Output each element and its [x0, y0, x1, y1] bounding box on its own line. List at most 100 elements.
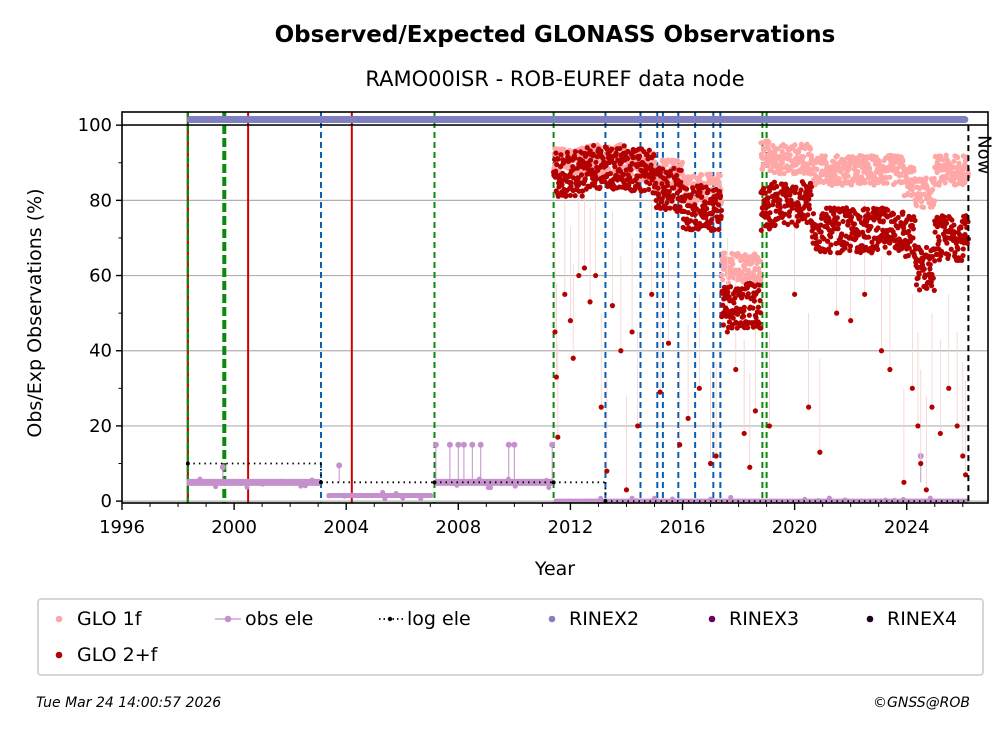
glo-2f-point — [609, 303, 616, 309]
glo-2f-point — [697, 189, 703, 195]
glo-2f-point — [757, 310, 764, 316]
obs-ele-point — [481, 479, 487, 485]
glo-2f-point — [786, 209, 793, 215]
glo-2f-point — [910, 226, 916, 232]
glo-2f-point — [890, 211, 897, 217]
glo-2f-point — [709, 217, 715, 223]
obs-ele-point — [382, 496, 388, 502]
glo-2f-point — [869, 248, 875, 254]
glo-2f-point — [766, 203, 772, 209]
obs-ele-point — [584, 498, 590, 503]
obs-ele-point — [380, 489, 386, 495]
glo-2f-point — [649, 291, 655, 297]
glo-2f-point — [702, 201, 708, 208]
glo-2f-point — [745, 291, 751, 297]
glo-2f-point — [587, 157, 594, 163]
glo-1f-point — [878, 172, 884, 178]
glo-2f-point — [705, 187, 712, 193]
glo-1f-point — [822, 153, 828, 159]
glo-2f-point — [568, 183, 574, 189]
obs-ele-point — [393, 491, 399, 497]
glo-2f-point — [936, 257, 943, 263]
glo-2f-point — [935, 234, 942, 240]
obs-ele-point — [511, 441, 518, 448]
legend-label: RINEX3 — [729, 608, 800, 630]
glo-2f-point — [842, 245, 848, 251]
obs-ele-point — [260, 481, 266, 487]
obs-ele-point — [219, 464, 226, 471]
obs-ele-point — [460, 441, 467, 448]
glo-2f-point — [828, 242, 834, 248]
obs-ele-series — [186, 441, 969, 503]
obs-ele-point — [336, 462, 343, 469]
obs-ele-point — [512, 483, 518, 489]
glo-2f-point — [563, 192, 569, 199]
glo-2f-point — [900, 209, 906, 215]
x-tick-label: 2020 — [772, 517, 818, 538]
glo-1f-point — [918, 199, 925, 205]
glo-2f-point — [651, 153, 657, 159]
rinex4-marker-icon — [857, 607, 883, 631]
glo-2f-point — [932, 258, 938, 264]
glo-2f-point — [806, 404, 812, 410]
obs-ele-point — [302, 483, 308, 489]
glo-2f-point — [840, 218, 846, 225]
glo-2f-point — [568, 179, 574, 186]
obs-ele-point — [488, 485, 494, 491]
glo-1f-point — [953, 174, 959, 180]
glo-1f-point — [942, 180, 948, 186]
glo-1f-point — [892, 179, 899, 186]
legend: GLO 1f obs ele log ele RINEX2 RINEX3 RIN… — [37, 598, 984, 676]
glo-2f-point — [713, 453, 719, 459]
glo-2f-point — [613, 150, 619, 156]
glo-2f-point — [756, 320, 762, 326]
glo-2f-point — [918, 460, 924, 467]
glo-1f-point — [867, 165, 873, 172]
glo-2f-point — [851, 221, 858, 227]
glo-2f-point — [598, 148, 604, 154]
glo-2f-point — [839, 231, 845, 237]
glo-2f-point — [782, 211, 788, 217]
glo-2f-point — [829, 229, 835, 235]
glo-1f-point — [931, 176, 937, 182]
glo-2f-point — [941, 214, 947, 220]
glo-2f-point — [670, 192, 676, 199]
y-tick-label: 0 — [101, 491, 112, 512]
glo-2f-point — [716, 188, 723, 195]
y-tick-label: 60 — [89, 266, 112, 287]
legend-item-rinex2: RINEX2 — [539, 607, 639, 631]
glo-1f-point — [955, 154, 961, 161]
glo-2f-point — [667, 168, 673, 174]
glo-2f-point — [927, 262, 933, 268]
glo-1f-marker-icon — [47, 607, 73, 631]
glo-2f-marker-icon — [47, 643, 73, 667]
obs-ele-segment — [186, 478, 321, 486]
glo-2f-point — [931, 287, 937, 293]
glo-2f-point — [724, 329, 730, 335]
glo-2f-point — [555, 156, 561, 162]
glo-2f-point — [750, 305, 756, 311]
glo-2f-point — [960, 253, 966, 259]
glo-2f-point — [553, 374, 560, 380]
x-axis-label: Year — [534, 558, 575, 580]
glo-2f-point — [671, 165, 677, 171]
glo-2f-point — [604, 468, 610, 474]
obs-ele-point — [826, 495, 832, 501]
obs-ele-point — [455, 441, 462, 448]
glo-2f-point — [936, 238, 942, 244]
glo-2f-point — [665, 340, 672, 346]
glo-2f-point — [553, 150, 559, 156]
timestamp: Tue Mar 24 14:00:57 2026 — [36, 695, 222, 711]
glo-1f-point — [913, 203, 920, 209]
glo-2f-point — [946, 385, 952, 391]
glo-2f-point — [608, 156, 615, 163]
glo-1f-point — [787, 152, 793, 158]
glo-1f-point — [884, 180, 890, 186]
glo-2f-point — [865, 206, 871, 212]
glo-2f-point — [747, 464, 753, 470]
glo-1f-point — [766, 139, 772, 145]
glo-2f-point — [798, 187, 804, 193]
glo-2f-point — [677, 442, 683, 448]
glo-1f-point — [720, 277, 726, 283]
glo-2f-point — [835, 226, 841, 232]
